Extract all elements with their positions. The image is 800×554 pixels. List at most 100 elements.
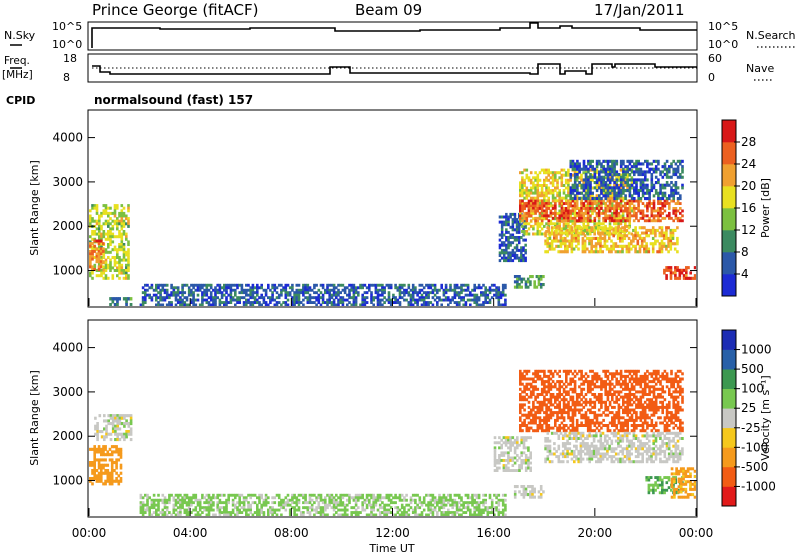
power-cell-9 [654,189,658,193]
power-cell-3 [190,288,193,292]
noise-left-tick-bottom: 10^0 [52,38,82,51]
power-cell-7 [615,202,618,205]
power-cell-1 [97,242,101,246]
power-cell-6 [540,194,544,198]
velocity-cell-2 [183,498,187,502]
velocity-cell-2 [378,493,382,497]
velocity-cell-2 [328,498,331,502]
power-cell-7 [536,209,540,213]
power-cell-3 [247,298,250,302]
velocity-cell-2 [306,501,310,505]
velocity-cell-2 [148,496,151,500]
power-cell-6 [582,217,585,221]
power-cell-9 [668,165,671,169]
power-cell-9 [663,183,667,187]
power-cell-9 [648,189,651,193]
power-cell-9 [606,175,610,179]
power-cell-3 [161,296,165,300]
power-cell-6 [547,171,550,175]
power-cell-9 [672,173,675,177]
power-cell-3 [385,283,389,287]
velocity-cell-3 [524,461,528,465]
power-cell-3 [247,293,250,297]
power-cell-0 [98,263,101,267]
velocity-cell-2 [203,501,206,505]
velocity-cell-2 [216,508,219,512]
power-cell-8 [632,244,635,248]
power-cell-3 [229,298,233,302]
velocity-cell-2 [444,513,448,516]
power-cell-3 [170,291,173,295]
velocity-cell-2 [477,501,481,505]
velocity-cell-2 [277,508,281,512]
power-cell-7 [567,211,570,215]
velocity-cell-2 [242,508,246,512]
power-cell-3 [475,303,479,306]
power-cell-8 [590,244,593,248]
power-cell-8 [636,242,640,246]
power-cell-8 [603,234,607,238]
power-cell-3 [295,296,299,300]
power-cell-3 [442,298,446,302]
power-cell-9 [670,175,673,179]
power-cell-9 [615,170,619,174]
power-cell-7 [519,207,522,210]
velocity-cell-5 [534,387,537,391]
velocity-cell-2 [192,508,195,512]
power-cell-3 [332,286,336,290]
power-cell-4 [500,225,504,229]
power-cell-8 [553,247,556,251]
velocity-cell-2 [284,501,288,505]
power-cell-6 [538,214,542,218]
power-cell-0 [118,219,121,223]
velocity-cell-5 [523,369,526,373]
power-cell-9 [672,159,675,163]
power-cell-3 [253,291,257,295]
power-cell-3 [444,286,448,290]
velocity-cell-0 [97,458,101,462]
velocity-cell-5 [529,385,533,389]
power-cell-3 [196,293,200,297]
velocity-cell-2 [361,508,364,512]
power-cell-3 [330,283,334,287]
power-cell-0 [116,206,119,210]
power-cell-3 [376,303,380,306]
power-cell-3 [284,283,288,287]
power-cell-3 [229,283,233,287]
velocity-cell-2 [286,493,290,497]
power-cell-9 [598,186,601,190]
power-cell-9 [624,173,627,177]
power-cell-9 [598,197,601,201]
power-cell-3 [431,288,435,292]
velocity-cell-3 [524,456,528,460]
power-cell-7 [613,219,616,223]
power-cell-5 [539,275,543,279]
n-sky-label: N.Sky [4,29,36,42]
power-cell-7 [560,207,564,210]
power-cell-0 [120,209,124,213]
power-cell-3 [354,286,358,290]
velocity-cell-3 [529,466,532,470]
power-cell-6 [562,227,566,231]
power-cell-6 [536,196,540,200]
power-cell-3 [398,286,402,290]
power-cell-8 [544,239,547,243]
power-cell-9 [619,178,623,182]
power-cell-6 [567,222,570,226]
velocity-cell-5 [527,429,531,433]
power-cell-10 [693,266,696,270]
power-cell-9 [628,186,632,190]
power-cell-7 [608,209,612,213]
power-cell-8 [627,231,631,235]
power-cell-8 [544,242,547,246]
power-cell-0 [100,271,103,275]
power-cell-3 [471,298,474,302]
velocity-cell-3 [509,446,512,450]
power-cell-9 [637,170,640,174]
power-cell-0 [100,243,103,246]
power-cell-8 [662,242,666,246]
velocity-cell-2 [501,511,505,514]
velocity-cell-2 [343,513,347,516]
power-cell-7 [538,207,542,210]
velocity-cell-2 [458,508,461,512]
